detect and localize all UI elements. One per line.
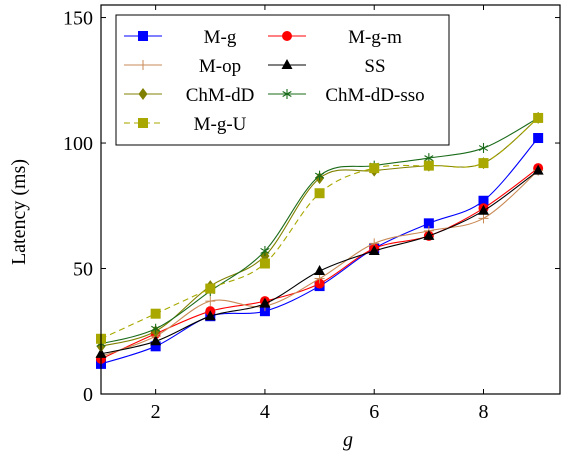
legend-marker-m-g-u	[138, 118, 148, 128]
data-point-m-g-u-3	[205, 283, 216, 294]
legend-label-chm-dd: ChM-dD	[186, 85, 255, 106]
legend-item-m-op: M-op	[124, 56, 241, 77]
data-point-m-op-5	[314, 273, 325, 284]
y-axis-ticks: 0 50 100 150	[63, 8, 560, 406]
data-point-m-g-9	[533, 133, 544, 144]
series-line-chm-dd	[100, 117, 539, 347]
series-m-g-u	[96, 112, 544, 344]
series-line-chm-dd-sso	[100, 117, 539, 345]
data-point-m-g-u-6	[369, 163, 380, 174]
y-tick-label: 150	[63, 8, 93, 30]
data-point-m-g-m-5	[314, 278, 325, 289]
data-point-ss-8	[478, 204, 489, 215]
data-point-m-op-8	[478, 213, 489, 224]
data-point-m-g-8	[478, 195, 489, 206]
legend-marker-chm-dd	[138, 88, 148, 100]
series-ss	[95, 164, 544, 358]
x-tick-label: 2	[151, 401, 161, 423]
data-point-m-g-u-2	[150, 308, 161, 319]
series-m-g	[96, 133, 544, 369]
data-point-ss-6	[368, 244, 380, 255]
y-tick-label: 100	[63, 133, 93, 155]
legend-marker-m-g-m	[282, 31, 292, 41]
x-tick-label: 4	[260, 401, 270, 423]
plot-frame	[100, 4, 561, 395]
data-point-ss-2	[150, 335, 162, 346]
data-point-chm-dd-sso-4	[260, 245, 270, 256]
plot-area	[95, 111, 544, 369]
x-axis-ticks: 2 4 6 8	[151, 5, 489, 423]
legend-label-m-g-u: M-g-U	[194, 114, 247, 135]
data-point-ss-3	[204, 310, 216, 321]
series-chm-dd	[96, 111, 543, 353]
x-tick-label: 8	[479, 401, 489, 423]
legend-item-ss: SS	[268, 56, 386, 77]
legend-item-chm-dd-sso: ChM-dD-sso	[268, 85, 425, 106]
y-tick-label: 50	[73, 259, 93, 281]
data-point-m-g-4	[259, 306, 270, 317]
legend-label-m-g: M-g	[204, 27, 237, 48]
data-point-m-g-u-9	[533, 112, 544, 123]
y-tick-label: 0	[83, 384, 93, 406]
data-point-ss-4	[259, 297, 271, 308]
data-point-m-g-7	[423, 218, 434, 229]
legend-marker-ss	[281, 59, 293, 69]
legend-item-m-g: M-g	[124, 27, 237, 48]
y-axis-label: Latency (ms)	[8, 159, 30, 265]
data-point-ss-5	[314, 265, 326, 276]
x-tick-label: 6	[369, 401, 379, 423]
legend-marker-m-op	[138, 60, 148, 70]
series-line-m-g-u	[100, 117, 539, 340]
legend-item-m-g-m: M-g-m	[268, 27, 402, 48]
data-point-ss-9	[532, 164, 544, 175]
data-point-m-g-u-5	[314, 188, 325, 199]
data-point-chm-dd-sso-2	[151, 323, 161, 334]
legend-marker-m-g	[138, 31, 148, 41]
legend-label-m-op: M-op	[199, 56, 241, 77]
legend: M-g M-g-m M-op SS ChM-dD ChM-dD-sso M-g-U	[115, 14, 450, 146]
legend-marker-chm-dd-sso	[282, 89, 292, 99]
legend-item-chm-dd: ChM-dD	[124, 85, 254, 106]
data-point-ss-7	[423, 229, 435, 240]
legend-label-ss: SS	[364, 56, 385, 77]
data-point-m-g-u-7	[423, 160, 434, 171]
legend-item-m-g-u: M-g-U	[124, 114, 247, 135]
legend-label-m-g-m: M-g-m	[348, 27, 402, 48]
legend-label-chm-dd-sso: ChM-dD-sso	[325, 85, 424, 106]
data-point-m-g-u-8	[478, 158, 489, 169]
data-point-m-g-u-4	[259, 258, 270, 269]
x-axis-label: g	[343, 429, 353, 451]
series-chm-dd-sso	[96, 112, 543, 349]
data-point-m-op-3	[205, 296, 216, 307]
data-point-chm-dd-sso-5	[314, 170, 325, 181]
data-point-chm-dd-sso-8	[478, 143, 489, 154]
data-point-m-g-2	[150, 341, 161, 352]
